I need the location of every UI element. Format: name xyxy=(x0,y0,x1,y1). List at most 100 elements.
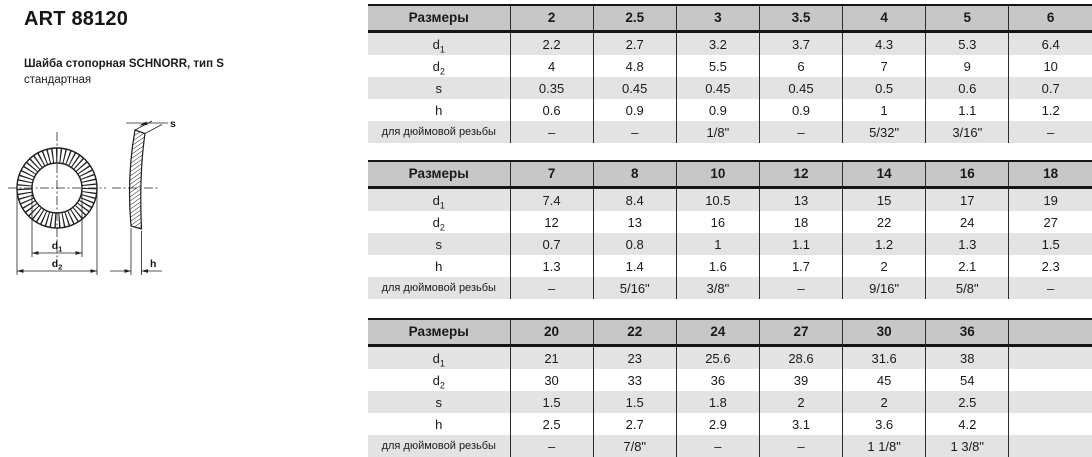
value-cell: 3/8" xyxy=(675,277,760,299)
h-label: h xyxy=(150,258,156,270)
sizes-header-cell: Размеры xyxy=(368,4,510,33)
value-cell: 0.45 xyxy=(675,77,760,99)
table-row: d2 12 13 16 18 22 24 27 xyxy=(368,211,1092,233)
value-cell: 0.7 xyxy=(1008,77,1092,99)
value-cell: – xyxy=(509,435,594,457)
value-cell: 15 xyxy=(842,187,926,211)
value-cell: 0.6 xyxy=(925,77,1009,99)
row-label-cell: h xyxy=(368,413,510,435)
value-cell: 1.6 xyxy=(675,255,760,277)
value-cell: 18 xyxy=(758,211,843,233)
value-cell: 31.6 xyxy=(842,345,926,369)
value-cell: 0.7 xyxy=(509,233,594,255)
row-label-cell: d1 xyxy=(368,31,510,55)
value-cell: 2.1 xyxy=(925,255,1009,277)
value-cell: 19 xyxy=(1008,187,1092,211)
value-cell: 4.3 xyxy=(842,31,926,55)
value-cell: 0.9 xyxy=(592,99,677,121)
value-cell: 3.2 xyxy=(675,31,760,55)
table-header-row: Размеры 20 22 24 27 30 36 xyxy=(368,318,1092,347)
size-table-3: Размеры 20 22 24 27 30 36 d1 21 23 25.6 28.6 31.6 38 d… xyxy=(368,318,1092,457)
value-cell: 1.5 xyxy=(1008,233,1092,255)
value-cell: 1/8" xyxy=(675,121,760,143)
row-label-cell: для дюймовой резьбы xyxy=(368,121,510,143)
value-cell: 7.4 xyxy=(509,187,594,211)
washer-technical-drawing: d1 d2 s h xyxy=(8,118,176,275)
table-row: s 0.35 0.45 0.45 0.45 0.5 0.6 0.7 xyxy=(368,77,1092,99)
sizes-header-cell: Размеры xyxy=(368,160,510,189)
size-header-cell: 5 xyxy=(925,4,1009,33)
value-cell: 2 xyxy=(758,391,843,413)
value-cell: – xyxy=(592,121,677,143)
table-row: d1 21 23 25.6 28.6 31.6 38 xyxy=(368,345,1092,369)
value-cell: 4 xyxy=(509,55,594,77)
value-cell: 12 xyxy=(509,211,594,233)
value-cell: – xyxy=(1008,277,1092,299)
page-title: ART 88120 xyxy=(24,8,129,30)
value-cell: 7/8" xyxy=(592,435,677,457)
value-cell: 1.5 xyxy=(592,391,677,413)
dimension-d2 xyxy=(16,190,98,275)
value-cell: 0.5 xyxy=(842,77,926,99)
value-cell: – xyxy=(758,435,843,457)
value-cell: 5/32" xyxy=(842,121,926,143)
value-cell: 24 xyxy=(925,211,1009,233)
left-panel: ART 88120 Шайба стопорная SCHNORR, тип S… xyxy=(24,8,354,88)
value-cell: 1.5 xyxy=(509,391,594,413)
value-cell: – xyxy=(1008,121,1092,143)
value-cell: 54 xyxy=(925,369,1009,391)
table-row: для дюймовой резьбы –7/8" – –1 1/8" 1 3/8" xyxy=(368,435,1092,457)
value-cell: 1.3 xyxy=(925,233,1009,255)
size-table-2: Размеры 7 8 10 12 14 16 18 d1 7.4 8.4 10.5 13 15 17 19 d… xyxy=(368,160,1092,299)
value-cell xyxy=(1008,435,1092,457)
table-row: h 1.3 1.4 1.6 1.7 2 2.1 2.3 xyxy=(368,255,1092,277)
value-cell: 2 xyxy=(842,391,926,413)
size-header-cell: 8 xyxy=(592,160,677,189)
size-header-cell: 24 xyxy=(675,318,760,347)
value-cell: 2.9 xyxy=(675,413,760,435)
value-cell: 10 xyxy=(1008,55,1092,77)
value-cell: 9/16" xyxy=(842,277,926,299)
size-table-1: Размеры 2 2.5 3 3.5 4 5 6 d1 2.2 2.7 3.2 3.7 4.3 5.3 6.… xyxy=(368,4,1092,143)
row-label-cell: s xyxy=(368,391,510,413)
value-cell: – xyxy=(509,121,594,143)
table-row: для дюймовой резьбы –5/16" 3/8" –9/16" 5/8" – xyxy=(368,277,1092,299)
value-cell: 25.6 xyxy=(675,345,760,369)
value-cell: 1.3 xyxy=(509,255,594,277)
value-cell: 13 xyxy=(758,187,843,211)
value-cell: 27 xyxy=(1008,211,1092,233)
value-cell: 3.6 xyxy=(842,413,926,435)
size-header-cell: 18 xyxy=(1008,160,1092,189)
table-row: для дюймовой резьбы – –1/8" –5/32" 3/16" – xyxy=(368,121,1092,143)
table-row: d1 7.4 8.4 10.5 13 15 17 19 xyxy=(368,187,1092,211)
value-cell: 28.6 xyxy=(758,345,843,369)
value-cell: 2.7 xyxy=(592,413,677,435)
table-row: d1 2.2 2.7 3.2 3.7 4.3 5.3 6.4 xyxy=(368,31,1092,55)
value-cell: 2.5 xyxy=(509,413,594,435)
value-cell: 7 xyxy=(842,55,926,77)
value-cell: 1.4 xyxy=(592,255,677,277)
size-header-cell: 27 xyxy=(758,318,843,347)
value-cell: 1 xyxy=(675,233,760,255)
value-cell: 0.8 xyxy=(592,233,677,255)
value-cell: 4.2 xyxy=(925,413,1009,435)
value-cell: 5/16" xyxy=(592,277,677,299)
s-label: s xyxy=(170,118,176,130)
value-cell: 1 1/8" xyxy=(842,435,926,457)
value-cell: 2.5 xyxy=(925,391,1009,413)
value-cell: 8.4 xyxy=(592,187,677,211)
value-cell: 5.5 xyxy=(675,55,760,77)
dimension-d1 xyxy=(31,190,83,257)
value-cell: 1.2 xyxy=(1008,99,1092,121)
size-header-cell: 3 xyxy=(675,4,760,33)
product-name: Шайба стопорная SCHNORR, тип S xyxy=(24,58,224,70)
value-cell: 10.5 xyxy=(675,187,760,211)
dimension-s xyxy=(126,120,168,134)
row-label-cell: s xyxy=(368,233,510,255)
value-cell: 3.1 xyxy=(758,413,843,435)
size-header-cell: 22 xyxy=(592,318,677,347)
value-cell: 0.45 xyxy=(758,77,843,99)
value-cell: 21 xyxy=(509,345,594,369)
product-variant: стандартная xyxy=(24,73,92,86)
d1-label: d1 xyxy=(52,240,63,254)
